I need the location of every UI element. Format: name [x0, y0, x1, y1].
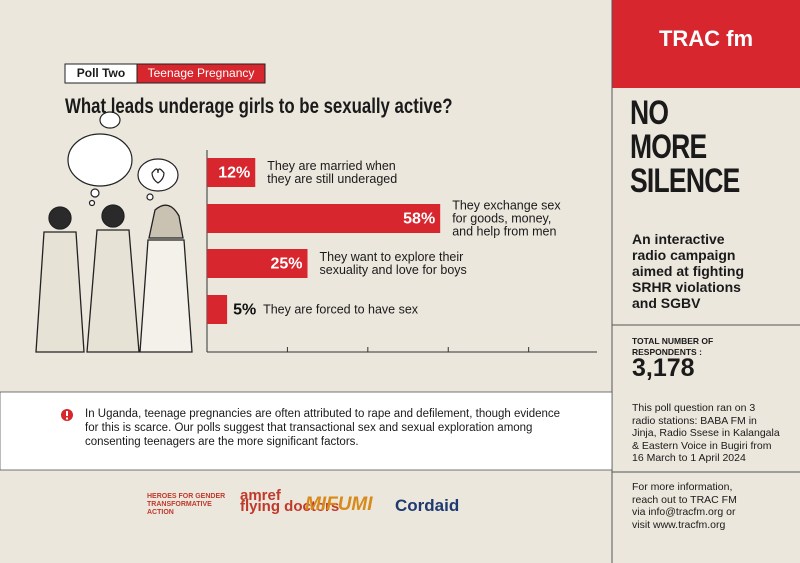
logo: HEROES FOR GENDER TRANSFORMATIVE ACTION	[147, 493, 226, 516]
brand-block	[612, 0, 800, 88]
respondents-count: 3,178	[632, 354, 695, 382]
category-label: They want to explore their sexuality and…	[319, 249, 467, 277]
contact-info: For more information, reach out to TRAC …	[632, 481, 737, 531]
alert-icon	[66, 417, 68, 420]
campaign-description: An interactive radio campaign aimed at f…	[632, 231, 744, 311]
illustration	[35, 204, 193, 353]
illustration	[67, 111, 179, 207]
campaign-title: NO MORE SILENCE	[630, 94, 740, 200]
chart-title: What leads underage girls to be sexually…	[65, 95, 453, 118]
bar	[207, 249, 308, 278]
category-label: They exchange sex for goods, money, and …	[452, 198, 561, 238]
bar	[207, 295, 228, 324]
topic-tag	[136, 63, 266, 84]
bar	[207, 158, 256, 187]
logo: MIFUMI	[305, 494, 373, 515]
value-label: 12%	[218, 165, 250, 182]
category-label: They are married when they are still und…	[267, 158, 398, 186]
alert-icon	[66, 411, 68, 416]
topic-label: Teenage Pregnancy	[147, 66, 255, 80]
brand: TRAC fm	[658, 26, 754, 51]
bar	[207, 204, 441, 233]
value-label: 5%	[233, 302, 256, 319]
logo: Cordaid	[395, 496, 460, 515]
value-label: 58%	[403, 211, 435, 228]
respondents-label: TOTAL NUMBER OF RESPONDENTS :	[632, 336, 714, 357]
value-label: 25%	[270, 256, 302, 273]
note-box	[0, 391, 613, 471]
category-label: They are forced to have sex	[263, 302, 419, 316]
note: In Uganda, teenage pregnancies are often…	[85, 408, 561, 448]
poll-label: Poll Two	[76, 66, 126, 80]
logo: amref flying doctors	[240, 487, 340, 515]
stations-info: This poll question ran on 3 radio statio…	[632, 402, 780, 464]
